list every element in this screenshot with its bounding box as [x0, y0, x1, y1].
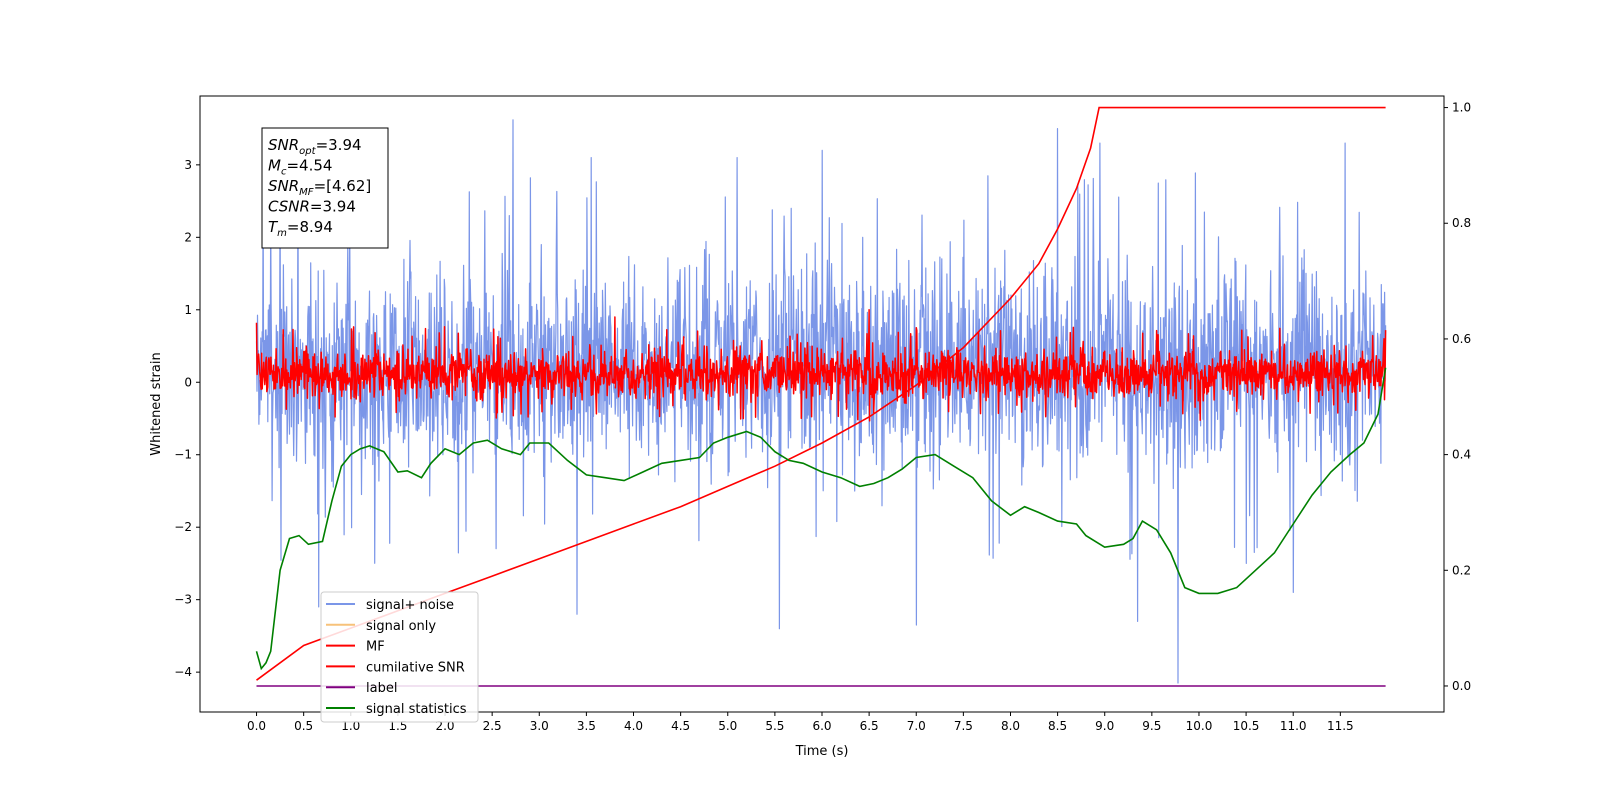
x-tick-label: 3.0	[530, 719, 549, 733]
y-tick-label: 0	[184, 375, 192, 389]
series-mf	[255, 309, 1387, 422]
x-tick-label: 0.0	[247, 719, 266, 733]
y2-tick-label: 0.2	[1452, 563, 1471, 577]
legend-frame	[320, 591, 479, 723]
x-tick-label: 11.0	[1280, 719, 1307, 733]
x-tick-label: 8.0	[1001, 719, 1020, 733]
x-tick-label: 10.0	[1186, 719, 1213, 733]
y-tick-label: 1	[184, 303, 192, 317]
x-tick-label: 2.5	[483, 719, 502, 733]
x-tick-label: 9.0	[1095, 719, 1114, 733]
x-tick-label: 0.5	[294, 719, 313, 733]
legend-label: MF	[366, 640, 385, 655]
x-tick-label: 11.5	[1327, 719, 1354, 733]
x-tick-label: 5.0	[718, 719, 737, 733]
legend-label: signal+ noise	[366, 598, 454, 613]
x-tick-label: 6.5	[860, 719, 879, 733]
legend-label: signal only	[366, 619, 436, 634]
legend-label: signal statistics	[366, 702, 467, 717]
y2-tick-label: 0.4	[1452, 448, 1471, 462]
annotation-line: SNRMF=[4.62]	[268, 177, 371, 198]
legend-label: label	[366, 681, 397, 696]
y-tick-label: −2	[174, 520, 192, 534]
x-axis-label: Time (s)	[795, 744, 849, 759]
y-tick-label: −4	[174, 665, 192, 679]
x-tick-label: 8.5	[1048, 719, 1067, 733]
y2-tick-label: 1.0	[1452, 101, 1471, 115]
y2-axis-ticks: 1.0 0.8 0.6 0.4 0.2 0.0	[1444, 101, 1471, 693]
x-tick-label: 10.5	[1233, 719, 1260, 733]
series-signal-statistics	[255, 367, 1387, 671]
y-tick-label: 2	[184, 230, 192, 244]
annotation-line: Tm=8.94	[268, 218, 333, 239]
x-tick-label: 7.5	[954, 719, 973, 733]
x-tick-label: 4.5	[671, 719, 690, 733]
x-tick-label: 3.5	[577, 719, 596, 733]
y-tick-label: −1	[174, 448, 192, 462]
y-tick-label: −3	[174, 593, 192, 607]
y2-tick-label: 0.0	[1452, 679, 1471, 693]
legend-label: cumilative SNR	[366, 660, 465, 675]
annotation-line: SNRopt=3.94	[268, 136, 362, 157]
y2-tick-label: 0.6	[1452, 332, 1471, 346]
x-tick-label: 5.5	[765, 719, 784, 733]
annotation-line: Mc=4.54	[268, 157, 332, 178]
y-tick-label: 3	[184, 158, 192, 172]
series-cumilative-snr	[256, 106, 1386, 681]
y-axis-label: Whitened strain	[149, 352, 164, 455]
x-tick-label: 6.0	[812, 719, 831, 733]
y2-tick-label: 0.8	[1452, 216, 1471, 230]
x-tick-label: 4.0	[624, 719, 643, 733]
x-tick-label: 7.0	[907, 719, 926, 733]
y-axis-ticks: 3 2 1 0 −1 −2 −3 −4	[174, 158, 200, 679]
legend: signal+ noise signal only MF cumilative SNR…	[320, 591, 479, 723]
x-tick-label: 9.5	[1142, 719, 1161, 733]
annotation-frame	[261, 127, 389, 249]
annotation-line: CSNR=3.94	[268, 198, 356, 216]
